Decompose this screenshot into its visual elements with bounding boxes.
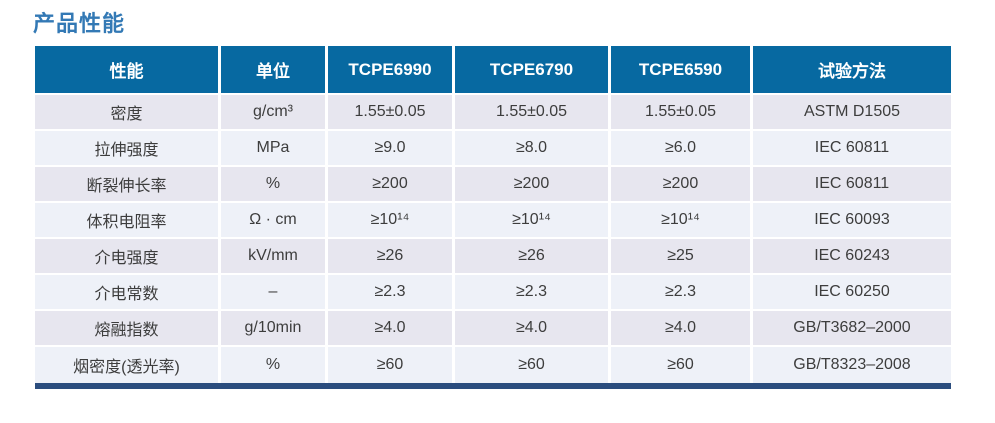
cell-tcpe6590: 1.55±0.05 — [611, 95, 753, 131]
cell-unit: % — [221, 167, 328, 203]
cell-property: 介电常数 — [35, 275, 221, 311]
product-spec-table-container: 性能 单位 TCPE6990 TCPE6790 TCPE6590 试验方法 密度… — [35, 46, 951, 389]
cell-test-method: IEC 60250 — [753, 275, 951, 311]
cell-tcpe6790: ≥26 — [455, 239, 611, 275]
cell-tcpe6590: ≥2.3 — [611, 275, 753, 311]
cell-property: 介电强度 — [35, 239, 221, 275]
cell-tcpe6590: ≥10¹⁴ — [611, 203, 753, 239]
cell-tcpe6990: ≥9.0 — [328, 131, 455, 167]
cell-unit: g/10min — [221, 311, 328, 347]
cell-tcpe6990: ≥200 — [328, 167, 455, 203]
cell-unit: MPa — [221, 131, 328, 167]
cell-property: 断裂伸长率 — [35, 167, 221, 203]
cell-tcpe6590: ≥60 — [611, 347, 753, 383]
table-row-melt-index: 熔融指数 g/10min ≥4.0 ≥4.0 ≥4.0 GB/T3682–200… — [35, 311, 951, 347]
table-row-density: 密度 g/cm³ 1.55±0.05 1.55±0.05 1.55±0.05 A… — [35, 95, 951, 131]
cell-tcpe6590: ≥4.0 — [611, 311, 753, 347]
cell-test-method: IEC 60093 — [753, 203, 951, 239]
cell-tcpe6790: ≥60 — [455, 347, 611, 383]
cell-tcpe6990: ≥10¹⁴ — [328, 203, 455, 239]
table-row-elongation-at-break: 断裂伸长率 % ≥200 ≥200 ≥200 IEC 60811 — [35, 167, 951, 203]
cell-test-method: IEC 60811 — [753, 131, 951, 167]
table-header: 性能 单位 TCPE6990 TCPE6790 TCPE6590 试验方法 — [35, 46, 951, 95]
cell-unit: – — [221, 275, 328, 311]
cell-tcpe6990: ≥60 — [328, 347, 455, 383]
cell-tcpe6790: ≥4.0 — [455, 311, 611, 347]
column-header-test-method: 试验方法 — [753, 46, 951, 95]
column-header-unit: 单位 — [221, 46, 328, 95]
cell-test-method: ASTM D1505 — [753, 95, 951, 131]
table-row-dielectric-constant: 介电常数 – ≥2.3 ≥2.3 ≥2.3 IEC 60250 — [35, 275, 951, 311]
cell-property: 熔融指数 — [35, 311, 221, 347]
table-body: 密度 g/cm³ 1.55±0.05 1.55±0.05 1.55±0.05 A… — [35, 95, 951, 383]
column-header-tcpe6590: TCPE6590 — [611, 46, 753, 95]
cell-unit: % — [221, 347, 328, 383]
cell-tcpe6990: 1.55±0.05 — [328, 95, 455, 131]
cell-tcpe6790: ≥10¹⁴ — [455, 203, 611, 239]
cell-tcpe6790: 1.55±0.05 — [455, 95, 611, 131]
product-spec-table: 性能 单位 TCPE6990 TCPE6790 TCPE6590 试验方法 密度… — [35, 46, 951, 383]
cell-unit: kV/mm — [221, 239, 328, 275]
cell-unit: g/cm³ — [221, 95, 328, 131]
cell-property: 密度 — [35, 95, 221, 131]
cell-tcpe6590: ≥200 — [611, 167, 753, 203]
cell-test-method: IEC 60243 — [753, 239, 951, 275]
cell-tcpe6990: ≥26 — [328, 239, 455, 275]
table-row-smoke-density: 烟密度(透光率) % ≥60 ≥60 ≥60 GB/T8323–2008 — [35, 347, 951, 383]
cell-tcpe6590: ≥25 — [611, 239, 753, 275]
cell-tcpe6790: ≥2.3 — [455, 275, 611, 311]
table-bottom-accent-bar — [35, 383, 951, 389]
cell-unit: Ω · cm — [221, 203, 328, 239]
cell-property: 体积电阻率 — [35, 203, 221, 239]
table-row-volume-resistivity: 体积电阻率 Ω · cm ≥10¹⁴ ≥10¹⁴ ≥10¹⁴ IEC 60093 — [35, 203, 951, 239]
cell-tcpe6790: ≥8.0 — [455, 131, 611, 167]
column-header-tcpe6790: TCPE6790 — [455, 46, 611, 95]
header-row: 性能 单位 TCPE6990 TCPE6790 TCPE6590 试验方法 — [35, 46, 951, 95]
cell-tcpe6590: ≥6.0 — [611, 131, 753, 167]
table-row-dielectric-strength: 介电强度 kV/mm ≥26 ≥26 ≥25 IEC 60243 — [35, 239, 951, 275]
column-header-property: 性能 — [35, 46, 221, 95]
cell-property: 烟密度(透光率) — [35, 347, 221, 383]
cell-test-method: IEC 60811 — [753, 167, 951, 203]
cell-test-method: GB/T3682–2000 — [753, 311, 951, 347]
cell-tcpe6990: ≥4.0 — [328, 311, 455, 347]
cell-property: 拉伸强度 — [35, 131, 221, 167]
cell-tcpe6790: ≥200 — [455, 167, 611, 203]
cell-tcpe6990: ≥2.3 — [328, 275, 455, 311]
column-header-tcpe6990: TCPE6990 — [328, 46, 455, 95]
page-title: 产品性能 — [33, 11, 126, 36]
table-row-tensile-strength: 拉伸强度 MPa ≥9.0 ≥8.0 ≥6.0 IEC 60811 — [35, 131, 951, 167]
cell-test-method: GB/T8323–2008 — [753, 347, 951, 383]
